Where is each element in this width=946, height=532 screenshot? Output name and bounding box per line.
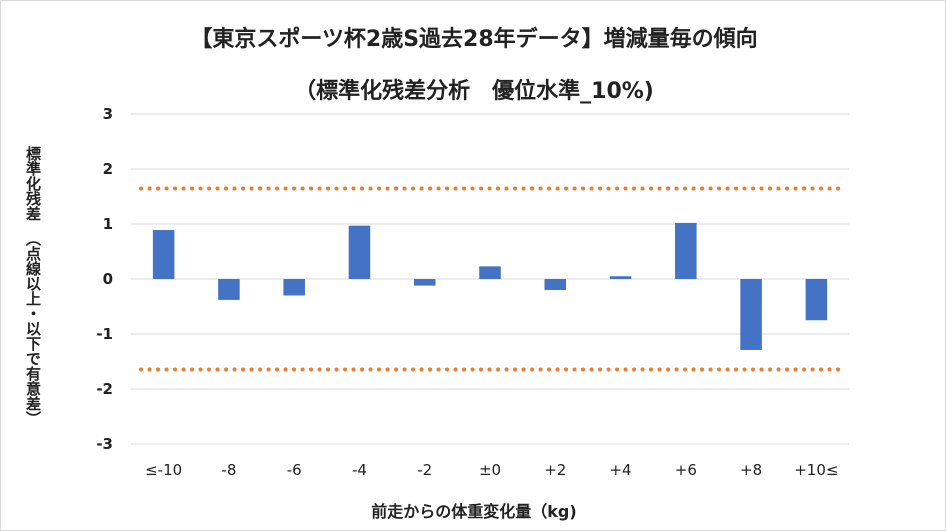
bar	[152, 230, 175, 279]
bar	[805, 279, 828, 321]
y-tick-label: -1	[96, 325, 113, 343]
bar	[609, 276, 632, 279]
chart-title: 【東京スポーツ杯2歳S過去28年データ】増減量毎の傾向	[190, 27, 758, 52]
y-axis-label-group: 標準化残差 （点線以上・以下で有意差）	[23, 141, 44, 431]
chart-subtitle: （標準化残差分析 優位水準_10%)	[294, 79, 654, 104]
y-axis-label: 標準化残差	[24, 146, 42, 221]
bar	[544, 279, 567, 290]
y-tick-label: 3	[103, 105, 113, 123]
bar	[740, 279, 762, 350]
x-tick-label: -6	[287, 461, 302, 479]
x-tick-label: +2	[544, 461, 566, 479]
bar	[283, 279, 305, 296]
x-tick-label: +10≤	[794, 461, 838, 479]
y-tick-label: 1	[103, 215, 113, 233]
y-tick-label: 0	[103, 270, 113, 288]
x-tick-label: ≤-10	[145, 461, 182, 479]
x-tick-label: +8	[740, 461, 762, 479]
x-tick-label: -8	[221, 461, 236, 479]
y-tick-label: -3	[96, 435, 113, 453]
y-tick-label: -2	[96, 380, 113, 398]
x-tick-label: -4	[352, 461, 367, 479]
bar	[348, 225, 371, 279]
y-tick-label: 2	[103, 160, 113, 178]
x-tick-label: +6	[675, 461, 697, 479]
bar	[675, 222, 697, 279]
x-axis-label: 前走からの体重変化量（kg)	[371, 502, 577, 521]
x-tick-label: ±0	[479, 461, 501, 479]
x-tick-label: +4	[609, 461, 631, 479]
bar	[413, 279, 436, 286]
bar	[479, 266, 501, 279]
x-tick-label: -2	[417, 461, 432, 479]
bar	[218, 279, 240, 300]
y-axis-label-note: （点線以上・以下で有意差）	[24, 231, 42, 426]
